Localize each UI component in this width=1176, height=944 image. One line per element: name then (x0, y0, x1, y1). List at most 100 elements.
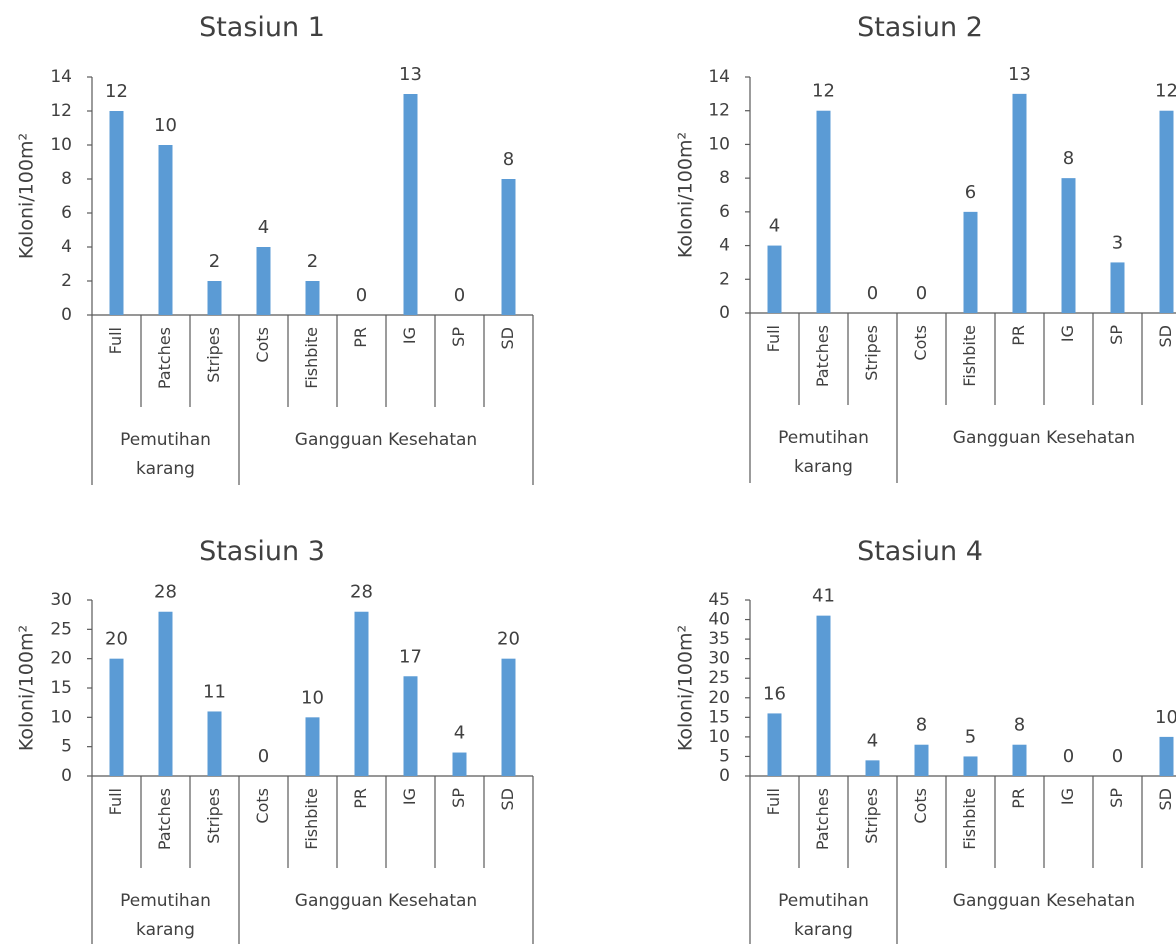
group-label: Pemutihan (778, 428, 869, 448)
bar-stripes (865, 760, 880, 776)
y-tick-label: 40 (708, 610, 730, 630)
y-tick-label: 2 (61, 271, 72, 291)
bar-full (109, 658, 124, 776)
bar-patches (816, 110, 831, 313)
data-label: 13 (399, 64, 422, 85)
y-tick-label: 2 (719, 269, 730, 289)
y-tick-label: 20 (50, 649, 72, 669)
category-label: SP (1107, 788, 1126, 808)
category-label: Cots (911, 325, 930, 361)
data-label: 20 (105, 629, 128, 650)
y-tick-label: 14 (708, 67, 730, 87)
bar-sd (501, 179, 516, 315)
data-label: 20 (497, 629, 520, 650)
category-label: PR (351, 788, 370, 809)
bar-stripes (207, 711, 222, 776)
data-label: 2 (307, 251, 318, 272)
category-label: Cots (911, 788, 930, 824)
data-label: 5 (965, 726, 976, 747)
y-axis-label: Koloni/100m² (675, 132, 697, 258)
data-label: 12 (1155, 81, 1176, 102)
group-label: Pemutihan (778, 891, 869, 911)
bar-full (767, 713, 782, 776)
category-label: Stripes (204, 327, 223, 383)
category-label: Stripes (862, 788, 881, 844)
category-label: Full (106, 327, 125, 354)
y-tick-label: 35 (708, 629, 730, 649)
data-label: 10 (154, 115, 177, 136)
y-tick-label: 6 (61, 203, 72, 223)
data-label: 0 (1063, 746, 1074, 767)
category-label: PR (1009, 788, 1028, 809)
y-axis-label: Koloni/100m² (675, 625, 697, 751)
category-label: SD (1156, 325, 1175, 347)
data-label: 8 (916, 715, 927, 736)
data-label: 17 (399, 646, 422, 667)
category-label: IG (400, 788, 419, 805)
y-tick-label: 25 (708, 668, 730, 688)
y-axis-label: Koloni/100m² (16, 625, 38, 751)
y-tick-label: 0 (719, 303, 730, 323)
data-label: 8 (1063, 148, 1074, 169)
data-label: 0 (916, 283, 927, 304)
group-label: karang (794, 457, 853, 477)
data-label: 0 (356, 285, 367, 306)
y-tick-label: 10 (50, 135, 72, 155)
group-label: Pemutihan (120, 430, 211, 450)
y-tick-label: 15 (50, 678, 72, 698)
bar-cots (914, 744, 929, 776)
y-tick-label: 12 (708, 101, 730, 121)
y-tick-label: 8 (61, 169, 72, 189)
category-label: Cots (253, 327, 272, 363)
y-tick-label: 20 (708, 688, 730, 708)
group-label: karang (136, 459, 195, 479)
data-label: 0 (1112, 746, 1123, 767)
category-label: Stripes (204, 788, 223, 844)
data-label: 4 (454, 723, 465, 744)
bar-patches (158, 611, 173, 776)
data-label: 13 (1008, 64, 1031, 85)
y-tick-label: 30 (50, 590, 72, 610)
chart-panel-2: Stasiun 2 Koloni/100m² 0 2 4 6 8 10 12 14 4 Full 12 P… (675, 12, 1176, 483)
data-label: 12 (812, 81, 835, 102)
data-label: 16 (763, 683, 786, 704)
data-label: 4 (258, 217, 269, 238)
y-tick-label: 0 (61, 766, 72, 786)
category-label: Patches (155, 327, 174, 389)
y-tick-label: 30 (708, 649, 730, 669)
data-label: 0 (867, 283, 878, 304)
y-tick-label: 6 (719, 202, 730, 222)
bar-pr (1012, 744, 1027, 776)
bar-fishbite (963, 756, 978, 776)
bar-sp (1110, 262, 1125, 313)
category-label: IG (400, 327, 419, 344)
group-label: Gangguan Kesehatan (953, 428, 1135, 448)
category-label: Full (106, 788, 125, 815)
bar-fishbite (305, 717, 320, 776)
category-label: Fishbite (302, 788, 321, 850)
data-label: 10 (1155, 707, 1176, 728)
group-label: Pemutihan (120, 891, 211, 911)
data-label: 4 (867, 730, 878, 751)
category-label: SD (498, 327, 517, 349)
category-label: Patches (813, 325, 832, 387)
y-tick-label: 10 (708, 134, 730, 154)
data-label: 28 (350, 582, 373, 603)
category-label: Cots (253, 788, 272, 824)
bar-patches (816, 615, 831, 776)
bar-sd (501, 658, 516, 776)
chart-title: Stasiun 3 (199, 536, 325, 567)
y-tick-label: 45 (708, 590, 730, 610)
data-label: 12 (105, 81, 128, 102)
y-tick-label: 12 (50, 101, 72, 121)
chart-title: Stasiun 4 (857, 536, 983, 567)
data-label: 11 (203, 681, 226, 702)
data-label: 3 (1112, 232, 1123, 253)
bar-patches (158, 145, 173, 315)
bar-full (767, 245, 782, 313)
bar-sd (1159, 110, 1174, 313)
chart-panel-3: Stasiun 3 Koloni/100m² 0 5 10 15 20 25 30 20 Full 2… (16, 536, 534, 944)
group-label: Gangguan Kesehatan (295, 430, 477, 450)
y-tick-label: 25 (50, 619, 72, 639)
y-tick-label: 5 (61, 737, 72, 757)
